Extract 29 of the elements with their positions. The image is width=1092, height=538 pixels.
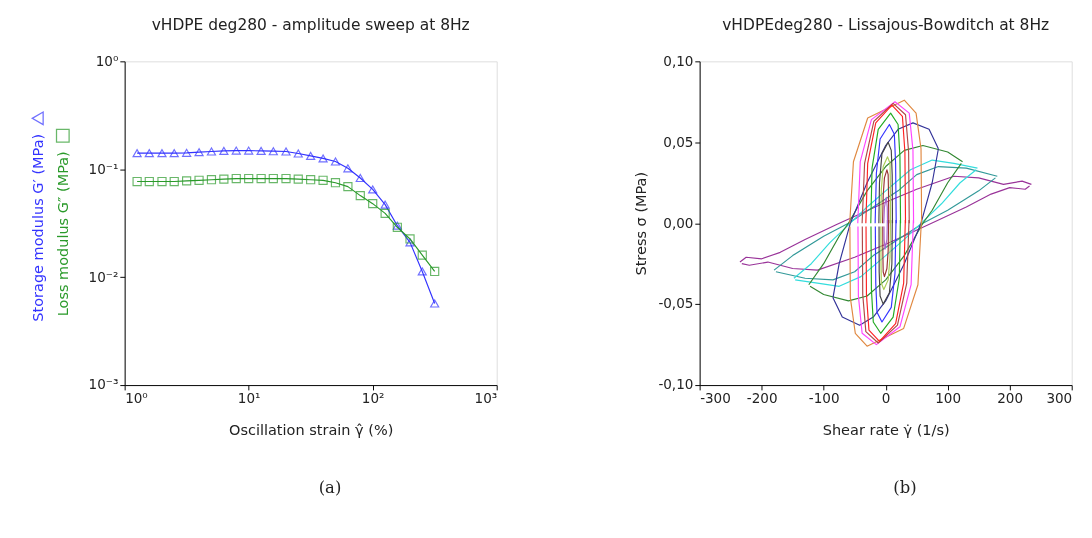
- x-tick-label: 10¹: [237, 389, 261, 406]
- x-tick-label: -100: [808, 389, 840, 406]
- text: (a): [318, 478, 342, 498]
- chart-title: vHDPE deg280 - amplitude sweep at 8Hz: [151, 16, 470, 35]
- x-axis-title: Oscillation strain γ̂ (%): [229, 421, 394, 438]
- legend-label: Loss modulus G″ (MPa): [54, 151, 71, 317]
- x-tick-label: -200: [746, 389, 778, 406]
- y-tick-label: 10⁻²: [88, 268, 119, 285]
- x-tick-label: 10²: [361, 389, 385, 406]
- y-tick-label: 10⁻³: [88, 376, 119, 393]
- y-tick-label: 0,00: [663, 214, 694, 231]
- y-tick-label: -0,05: [658, 295, 694, 312]
- y-tick-label: -0,10: [658, 376, 694, 393]
- y-tick-label: 0,05: [663, 133, 694, 150]
- x-tick-label: 200: [997, 389, 1024, 406]
- x-tick-label: 0: [881, 389, 891, 406]
- legend-label: Storage modulus G′ (MPa): [29, 133, 46, 322]
- y-tick-label: 0,10: [663, 52, 694, 69]
- x-tick-label: -300: [700, 389, 731, 406]
- x-tick-label: 10³: [474, 389, 498, 406]
- x-tick-label: 300: [1046, 389, 1073, 406]
- x-tick-label: 10⁰: [125, 389, 148, 406]
- text: (b): [893, 478, 917, 498]
- x-axis-title: Shear rate γ̇ (1/s): [822, 421, 950, 438]
- x-tick-label: 100: [935, 389, 962, 406]
- chart-title: vHDPEdeg280 - Lissajous-Bowditch at 8Hz: [722, 16, 1050, 35]
- y-axis-title: Stress σ (MPa): [632, 171, 649, 276]
- y-tick-label: 10⁻¹: [88, 160, 119, 177]
- y-tick-label: 10⁰: [95, 52, 119, 69]
